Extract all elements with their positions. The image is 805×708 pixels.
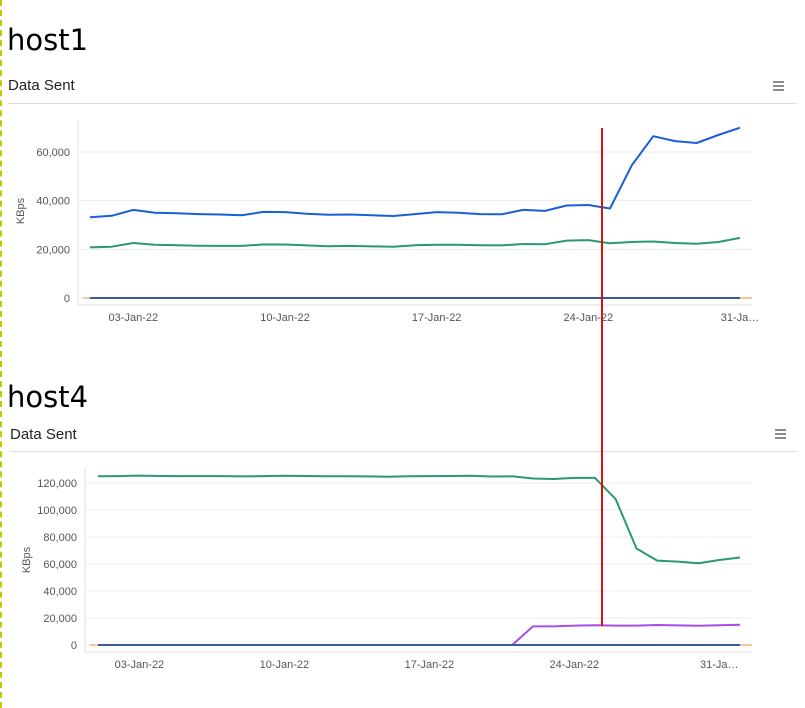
y-tick-label: 100,000 <box>37 505 77 517</box>
x-tick-label: 10-Jan-22 <box>260 659 310 671</box>
x-tick-label: 24-Jan-22 <box>564 312 614 324</box>
series-line <box>97 474 741 565</box>
y-tick-label: 60,000 <box>36 147 70 159</box>
host-title: host1 <box>7 23 89 57</box>
x-tick-label: 03-Jan-22 <box>115 659 165 671</box>
y-tick-label: 20,000 <box>43 613 77 625</box>
y-tick-label: 40,000 <box>36 196 70 208</box>
hamburger-menu-icon[interactable] <box>775 429 786 439</box>
hamburger-menu-icon[interactable] <box>773 81 784 91</box>
panel-divider <box>8 103 797 104</box>
y-tick-label: 60,000 <box>43 559 77 571</box>
series-line <box>89 236 741 249</box>
x-tick-label: 17-Jan-22 <box>405 659 455 671</box>
x-tick-label: 24-Jan-22 <box>550 659 600 671</box>
y-tick-label: 80,000 <box>43 532 77 544</box>
x-tick-label: 03-Jan-22 <box>109 312 159 324</box>
x-tick-label: 31-Ja… <box>700 659 739 671</box>
y-tick-label: 120,000 <box>37 478 77 490</box>
series-line <box>89 126 741 219</box>
y-tick-label: 0 <box>71 640 77 652</box>
data-sent-chart: 0 20,000 40,000 60,000 KBps 03-Jan-22 10-Jan-2… <box>15 120 760 324</box>
y-tick-label: 0 <box>64 293 70 305</box>
panel-title: Data Sent <box>8 77 75 94</box>
y-tick-label: 40,000 <box>43 586 77 598</box>
x-tick-label: 31-Ja… <box>721 312 760 324</box>
x-tick-label: 17-Jan-22 <box>412 312 462 324</box>
x-tick-label: 10-Jan-22 <box>260 312 310 324</box>
y-axis-label: KBps <box>15 197 27 224</box>
y-axis-label: KBps <box>21 546 33 573</box>
panel-divider <box>10 451 797 452</box>
panel-title: Data Sent <box>10 426 77 443</box>
y-tick-label: 20,000 <box>36 244 70 256</box>
host-title: host4 <box>7 380 89 414</box>
selection-border <box>0 0 2 708</box>
